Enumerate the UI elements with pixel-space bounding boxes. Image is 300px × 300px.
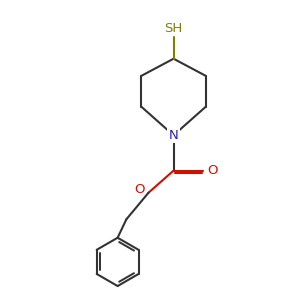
Text: N: N [169, 129, 178, 142]
Text: O: O [207, 164, 218, 177]
Text: SH: SH [164, 22, 183, 35]
Text: O: O [134, 183, 144, 196]
